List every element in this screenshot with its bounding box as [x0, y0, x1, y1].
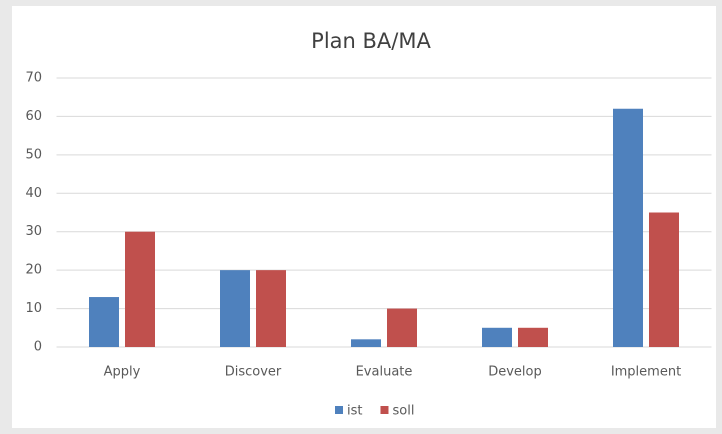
x-tick-label: Implement	[611, 365, 681, 380]
bar	[89, 297, 119, 347]
legend-label: ist	[347, 404, 362, 419]
x-tick-label: Discover	[225, 365, 282, 380]
bar	[649, 212, 679, 347]
bar	[518, 327, 548, 347]
bar	[125, 231, 155, 347]
bar	[351, 339, 381, 347]
bar	[613, 108, 643, 347]
x-tick-label: Develop	[488, 365, 542, 380]
x-tick-label: Apply	[104, 365, 141, 380]
bar	[220, 270, 250, 347]
legend-label: soll	[392, 404, 414, 419]
y-tick-label: 50	[25, 147, 42, 162]
bar	[387, 308, 417, 347]
bar	[256, 270, 286, 347]
y-tick-label: 0	[34, 340, 42, 355]
y-tick-label: 70	[25, 71, 42, 86]
y-tick-label: 60	[25, 109, 42, 124]
y-tick-label: 30	[25, 224, 42, 239]
y-tick-label: 20	[25, 263, 42, 278]
y-tick-label: 10	[25, 301, 42, 316]
chart-panel	[12, 6, 716, 428]
y-tick-label: 40	[25, 186, 42, 201]
x-tick-label: Evaluate	[356, 365, 413, 380]
legend-swatch	[335, 406, 343, 414]
legend-swatch	[380, 406, 389, 414]
chart-title: Plan BA/MA	[311, 29, 431, 53]
bar	[482, 327, 512, 347]
